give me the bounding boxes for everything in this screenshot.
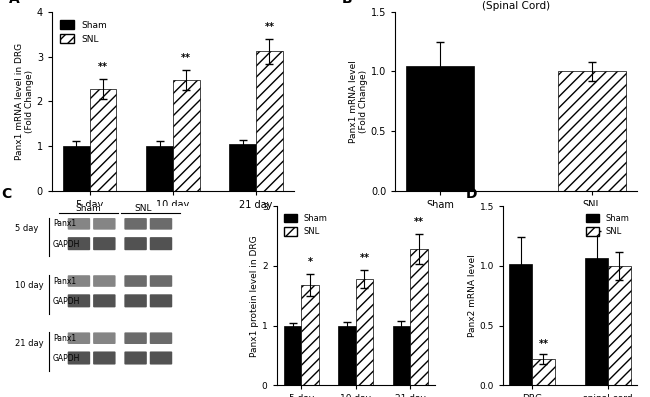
FancyBboxPatch shape bbox=[150, 294, 172, 307]
FancyBboxPatch shape bbox=[150, 351, 172, 364]
Bar bbox=[146, 146, 173, 191]
Bar bbox=[532, 359, 555, 385]
FancyBboxPatch shape bbox=[68, 294, 90, 307]
Text: **: ** bbox=[98, 62, 108, 72]
Text: Panx1: Panx1 bbox=[53, 334, 76, 343]
Y-axis label: Panx1 mRNA level
(Fold Change): Panx1 mRNA level (Fold Change) bbox=[348, 60, 368, 143]
Bar bbox=[338, 326, 356, 385]
FancyBboxPatch shape bbox=[68, 218, 90, 229]
Text: **: ** bbox=[414, 217, 424, 227]
FancyBboxPatch shape bbox=[93, 218, 116, 229]
FancyBboxPatch shape bbox=[150, 275, 172, 287]
FancyBboxPatch shape bbox=[93, 332, 116, 344]
Text: SNL: SNL bbox=[134, 204, 151, 213]
FancyBboxPatch shape bbox=[124, 351, 147, 364]
FancyBboxPatch shape bbox=[124, 275, 147, 287]
FancyBboxPatch shape bbox=[124, 218, 147, 229]
Text: D: D bbox=[465, 187, 477, 200]
Y-axis label: Panx1 protein level in DRG: Panx1 protein level in DRG bbox=[250, 235, 259, 357]
FancyBboxPatch shape bbox=[68, 237, 90, 250]
Text: **: ** bbox=[265, 21, 274, 32]
Legend: Sham, SNL: Sham, SNL bbox=[583, 210, 633, 240]
Bar bbox=[90, 89, 116, 191]
FancyBboxPatch shape bbox=[150, 332, 172, 344]
Text: GAPDH: GAPDH bbox=[53, 297, 81, 306]
Legend: Sham, SNL: Sham, SNL bbox=[281, 210, 330, 240]
Text: GAPDH: GAPDH bbox=[53, 240, 81, 249]
Bar bbox=[284, 326, 301, 385]
FancyBboxPatch shape bbox=[124, 237, 147, 250]
Y-axis label: Panx1 mRNA level in DRG
(Fold Change): Panx1 mRNA level in DRG (Fold Change) bbox=[14, 42, 34, 160]
Bar bbox=[558, 71, 626, 191]
Bar bbox=[509, 264, 532, 385]
Text: C: C bbox=[1, 187, 12, 200]
Text: GAPDH: GAPDH bbox=[53, 354, 81, 363]
Text: A: A bbox=[8, 0, 20, 6]
Bar bbox=[608, 266, 631, 385]
Text: 21 day: 21 day bbox=[15, 339, 44, 348]
Bar bbox=[393, 326, 410, 385]
Text: **: ** bbox=[181, 53, 191, 63]
Bar bbox=[410, 249, 428, 385]
FancyBboxPatch shape bbox=[68, 275, 90, 287]
FancyBboxPatch shape bbox=[93, 237, 116, 250]
Bar bbox=[63, 146, 90, 191]
Bar bbox=[301, 285, 318, 385]
Text: **: ** bbox=[359, 253, 369, 263]
Text: Panx1: Panx1 bbox=[53, 277, 76, 285]
Text: B: B bbox=[342, 0, 353, 6]
Text: **: ** bbox=[538, 339, 549, 349]
Bar bbox=[356, 279, 373, 385]
FancyBboxPatch shape bbox=[150, 237, 172, 250]
Text: 10 day: 10 day bbox=[15, 281, 44, 291]
FancyBboxPatch shape bbox=[68, 351, 90, 364]
FancyBboxPatch shape bbox=[124, 332, 147, 344]
Text: Panx1: Panx1 bbox=[53, 220, 76, 228]
FancyBboxPatch shape bbox=[124, 294, 147, 307]
FancyBboxPatch shape bbox=[68, 332, 90, 344]
FancyBboxPatch shape bbox=[93, 294, 116, 307]
Bar bbox=[406, 66, 474, 191]
Y-axis label: Panx2 mRNA level: Panx2 mRNA level bbox=[468, 254, 477, 337]
Bar bbox=[229, 144, 256, 191]
Text: *: * bbox=[307, 257, 313, 267]
Title: (Spinal Cord): (Spinal Cord) bbox=[482, 1, 550, 11]
FancyBboxPatch shape bbox=[150, 218, 172, 229]
FancyBboxPatch shape bbox=[93, 351, 116, 364]
Bar bbox=[173, 80, 200, 191]
FancyBboxPatch shape bbox=[93, 275, 116, 287]
Text: Sham: Sham bbox=[75, 204, 101, 213]
Bar bbox=[585, 258, 608, 385]
Bar bbox=[256, 51, 283, 191]
Legend: Sham, SNL: Sham, SNL bbox=[57, 16, 110, 48]
Text: 5 day: 5 day bbox=[15, 224, 38, 233]
